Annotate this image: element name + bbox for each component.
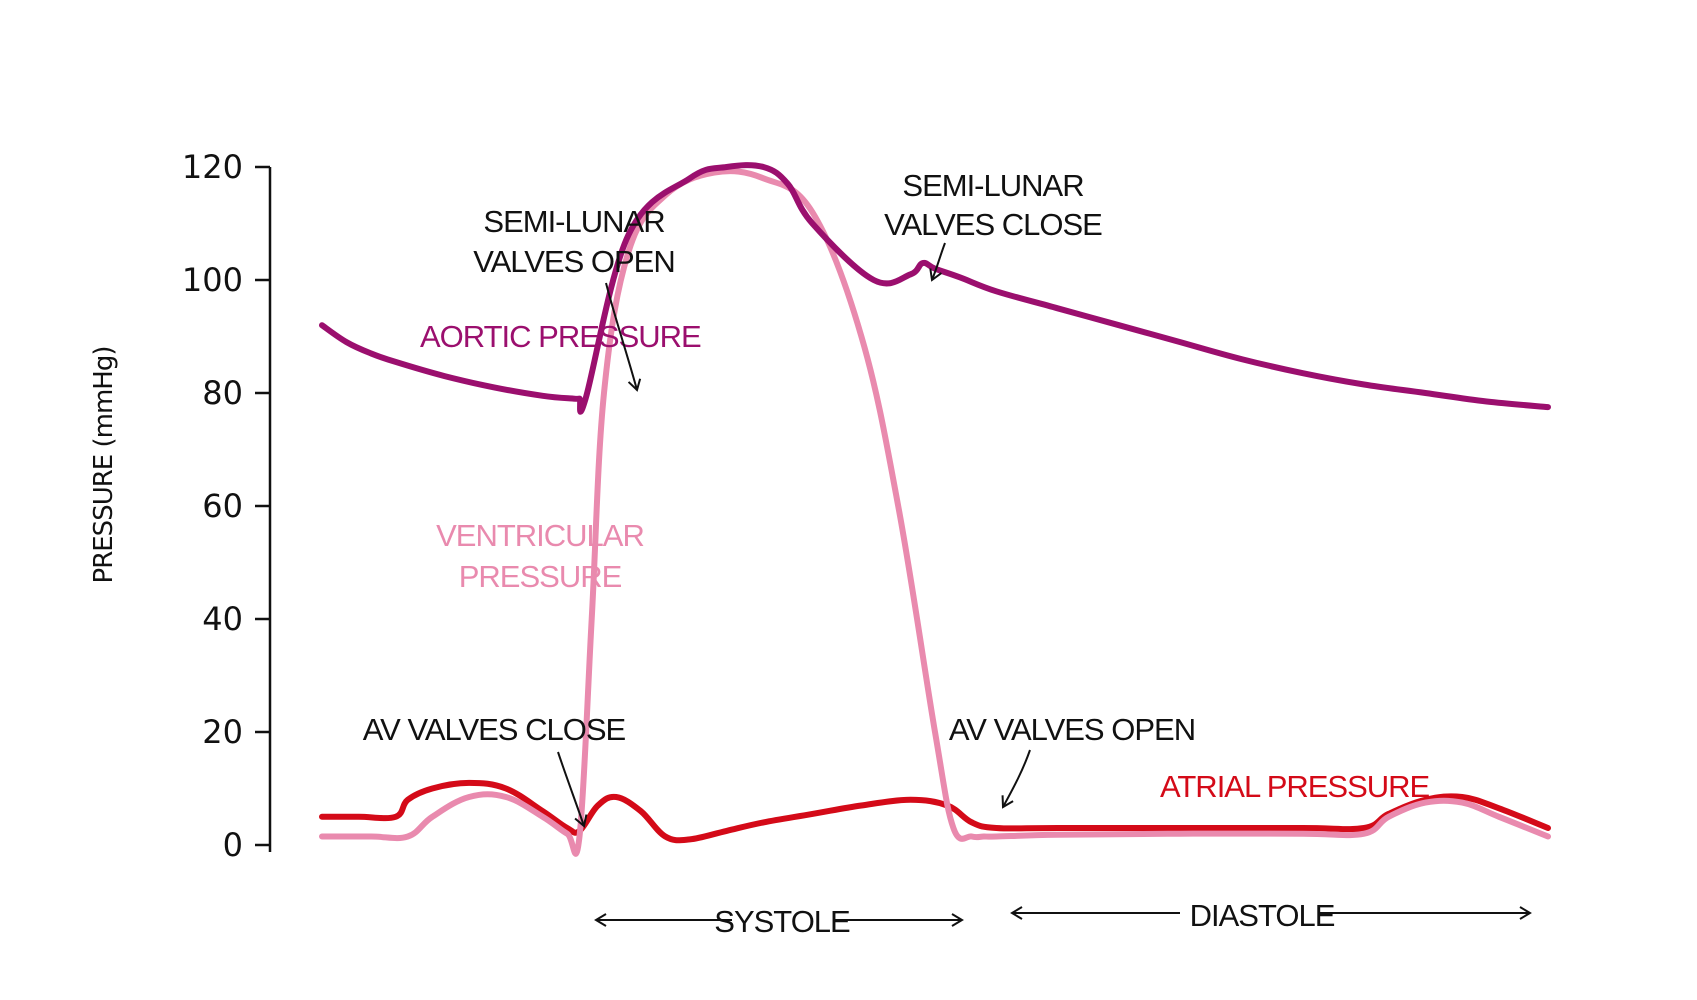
av-open-arrow bbox=[1001, 749, 1031, 809]
semilunar-open-arrow bbox=[605, 282, 642, 392]
series-layer bbox=[319, 162, 1551, 857]
semilunar-open-label-line1: SEMI-LUNAR bbox=[483, 204, 664, 239]
y-tick-label: 20 bbox=[202, 713, 243, 751]
semilunar-close-label-line1: SEMI-LUNAR bbox=[902, 168, 1083, 203]
y-axis-label: PRESSURE (mmHg) bbox=[89, 347, 119, 584]
ventricular-pressure-label-line1: VENTRICULAR bbox=[436, 518, 644, 553]
semilunar-open-label-line2: VALVES OPEN bbox=[473, 244, 675, 279]
y-tick-label: 60 bbox=[202, 487, 243, 525]
diastole-indicator: DIASTOLE bbox=[1010, 898, 1532, 933]
atrial-pressure-label: ATRIAL PRESSURE bbox=[1160, 769, 1430, 804]
y-tick-label: 120 bbox=[182, 148, 243, 186]
aortic-pressure-label: AORTIC PRESSURE bbox=[420, 319, 701, 354]
ventricular-pressure-line bbox=[319, 168, 1551, 857]
semilunar-close-arrow bbox=[929, 242, 946, 282]
ventricular-pressure-label-line2: PRESSURE bbox=[459, 559, 622, 594]
av-close-arrow bbox=[557, 751, 588, 828]
y-tick-label: 100 bbox=[182, 261, 243, 299]
systole-indicator: SYSTOLE bbox=[594, 904, 964, 939]
av-close-label: AV VALVES CLOSE bbox=[363, 712, 626, 747]
y-tick-label: 0 bbox=[223, 826, 243, 864]
av-open-label: AV VALVES OPEN bbox=[949, 712, 1195, 747]
y-tick-label: 80 bbox=[202, 374, 243, 412]
systole-label: SYSTOLE bbox=[714, 904, 850, 939]
atrial-pressure-line bbox=[319, 779, 1551, 844]
y-ticks: 0 20 40 60 80 100 120 bbox=[182, 148, 270, 864]
diastole-label: DIASTOLE bbox=[1190, 898, 1335, 933]
y-tick-label: 40 bbox=[202, 600, 243, 638]
semilunar-close-label-line2: VALVES CLOSE bbox=[884, 207, 1102, 242]
aortic-pressure-line bbox=[319, 162, 1551, 415]
